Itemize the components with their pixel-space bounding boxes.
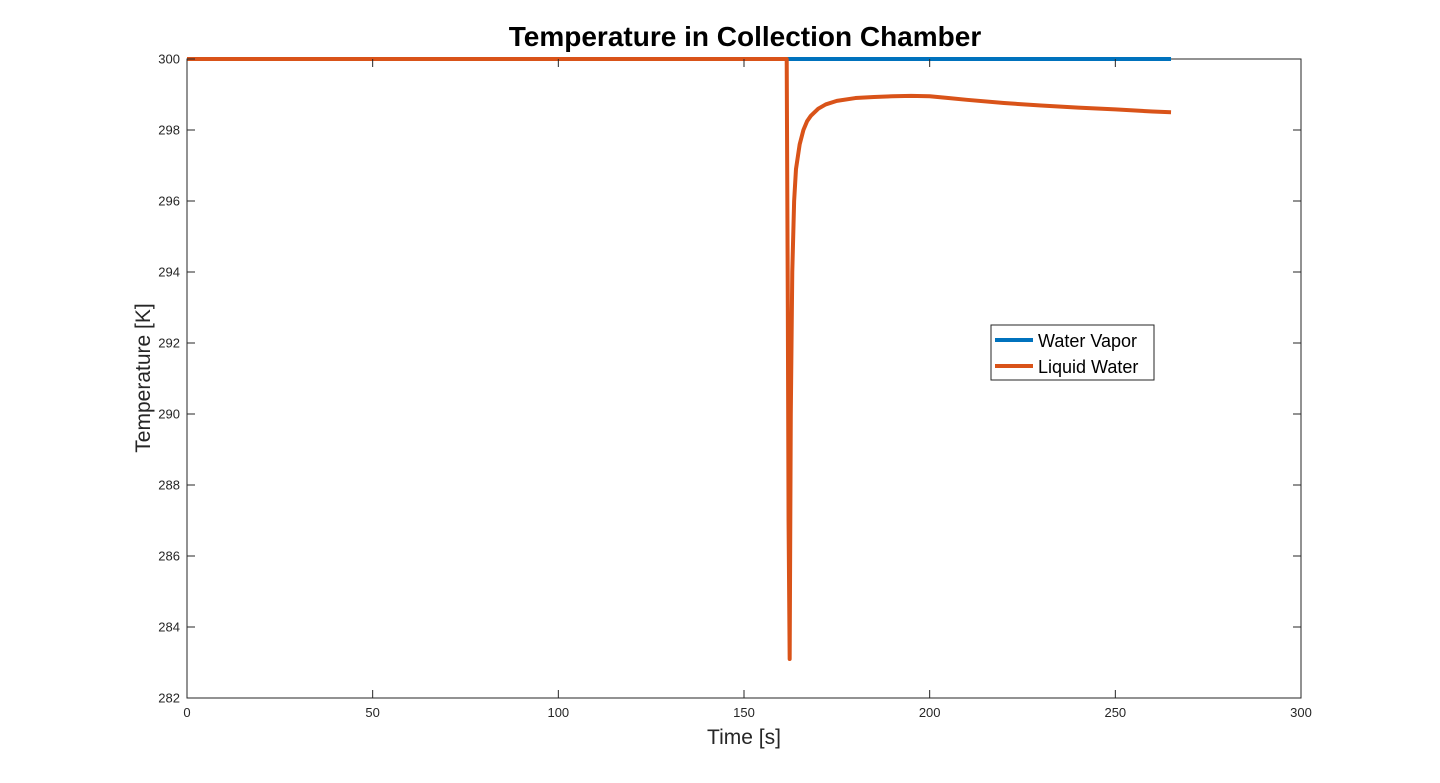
legend: Water Vapor Liquid Water (990, 324, 1155, 381)
x-tick-label: 150 (733, 705, 755, 720)
y-tick-label: 290 (158, 407, 180, 422)
y-tick-label: 300 (158, 52, 180, 67)
legend-label-liquid-water: Liquid Water (1038, 357, 1138, 377)
plot-area: 0 50 100 150 200 250 300 282 284 286 288 290 292 294 2… (158, 52, 1312, 721)
y-axis-label: Temperature [K] (132, 303, 155, 452)
y-tick-label: 286 (158, 549, 180, 564)
x-tick-label: 300 (1290, 705, 1312, 720)
x-tick-label: 250 (1104, 705, 1126, 720)
legend-label-water-vapor: Water Vapor (1038, 331, 1137, 351)
y-tick-label: 284 (158, 620, 180, 635)
x-tick-label: 50 (365, 705, 379, 720)
x-axis-label: Time [s] (707, 726, 781, 749)
series-line-liquid-water (187, 57, 1172, 661)
y-tick-label: 298 (158, 123, 180, 138)
y-tick-label: 296 (158, 194, 180, 209)
x-tick-label: 200 (919, 705, 941, 720)
x-tick-label: 100 (547, 705, 569, 720)
legend-box (990, 324, 1155, 381)
y-tick-label: 292 (158, 336, 180, 351)
chart-title: Temperature in Collection Chamber (509, 21, 982, 52)
y-tick-label: 294 (158, 265, 180, 280)
x-tick-label: 0 (183, 705, 190, 720)
y-tick-label: 282 (158, 691, 180, 706)
y-tick-label: 288 (158, 478, 180, 493)
